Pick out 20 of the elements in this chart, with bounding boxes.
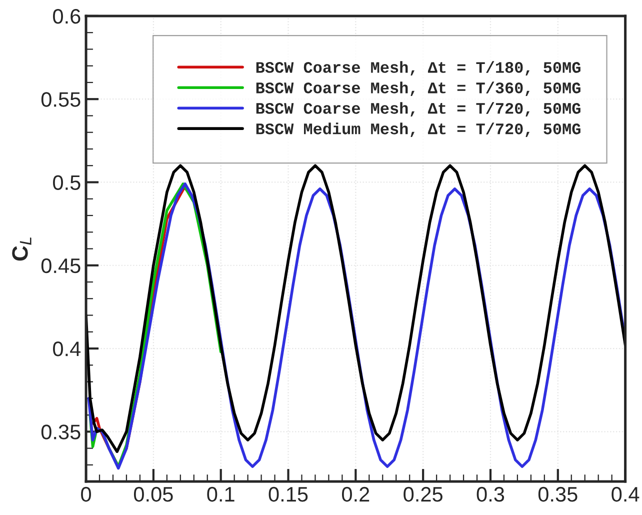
legend-label: BSCW Medium Mesh, Δt = T/720, 50MG bbox=[256, 122, 580, 137]
legend-label: BSCW Coarse Mesh, Δt = T/360, 50MG bbox=[256, 82, 580, 96]
y-tick-label: 0.45 bbox=[41, 258, 80, 274]
y-tick-label: 0.35 bbox=[41, 424, 80, 440]
x-tick-label: 0.05 bbox=[134, 486, 173, 502]
x-tick-label: 0.25 bbox=[404, 486, 442, 502]
y-tick-label: 0.6 bbox=[53, 8, 80, 24]
y-tick-label: 0.55 bbox=[41, 92, 80, 107]
y-tick-label: 0.5 bbox=[53, 175, 80, 190]
x-tick-label: 0 bbox=[81, 486, 92, 502]
x-tick-label: 0.3 bbox=[476, 486, 504, 502]
legend-label: BSCW Coarse Mesh, Δt = T/180, 50MG bbox=[256, 61, 580, 76]
y-tick-label: 0.4 bbox=[53, 342, 81, 356]
x-tick-label: 0.15 bbox=[268, 486, 308, 502]
x-tick-label: 0.4 bbox=[612, 486, 640, 502]
x-tick-label: 0.1 bbox=[207, 486, 234, 502]
x-tick-label: 0.2 bbox=[342, 486, 370, 502]
y-axis-title: C$_{L}$ bbox=[12, 238, 32, 261]
x-tick-label: 0.35 bbox=[538, 486, 578, 502]
legend-label: BSCW Coarse Mesh, Δt = T/720, 50MG bbox=[256, 102, 580, 117]
